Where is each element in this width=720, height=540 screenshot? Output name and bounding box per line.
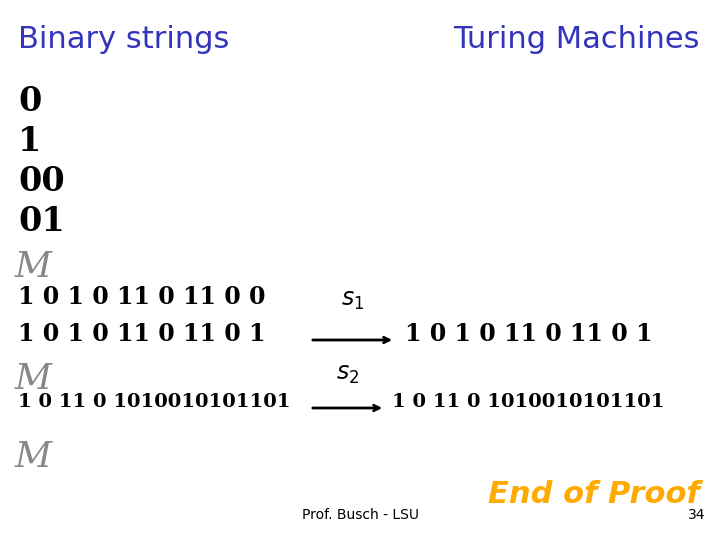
Text: 1 0 11 0 1010010101101: 1 0 11 0 1010010101101 <box>18 393 290 411</box>
Text: M: M <box>15 362 52 396</box>
Text: 1 0 1 0 11 0 11 0 0: 1 0 1 0 11 0 11 0 0 <box>18 285 266 309</box>
Text: 0: 0 <box>18 85 41 118</box>
Text: Turing Machines: Turing Machines <box>454 25 700 54</box>
Text: 1 0 1 0 11 0 11 0 1: 1 0 1 0 11 0 11 0 1 <box>405 322 652 346</box>
Text: Prof. Busch - LSU: Prof. Busch - LSU <box>302 508 418 522</box>
Text: 1 0 11 0 1010010101101: 1 0 11 0 1010010101101 <box>392 393 665 411</box>
Text: 01: 01 <box>18 205 65 238</box>
Text: $s_2$: $s_2$ <box>336 362 359 386</box>
Text: 1: 1 <box>18 125 41 158</box>
Text: 00: 00 <box>18 165 65 198</box>
Text: End of Proof: End of Proof <box>488 480 700 509</box>
Text: $s_1$: $s_1$ <box>341 288 364 312</box>
Text: Binary strings: Binary strings <box>18 25 230 54</box>
Text: 1 0 1 0 11 0 11 0 1: 1 0 1 0 11 0 11 0 1 <box>18 322 266 346</box>
Text: M: M <box>15 440 52 474</box>
Text: M: M <box>15 250 52 284</box>
Text: 34: 34 <box>688 508 705 522</box>
